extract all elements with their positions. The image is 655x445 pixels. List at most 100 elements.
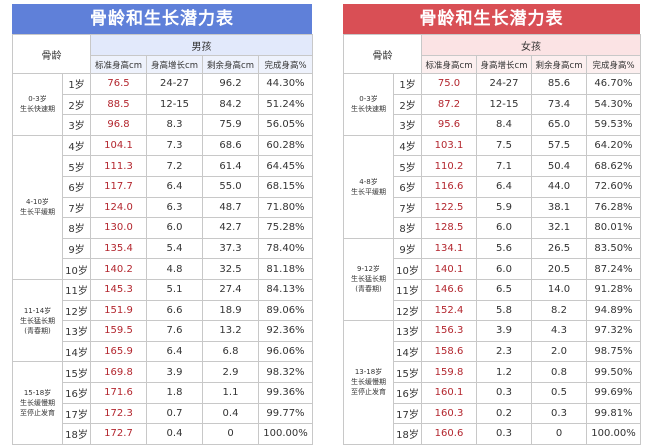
remaining-height-cell: 32.1 <box>531 217 587 239</box>
stage-line: 4-8岁 <box>359 177 378 186</box>
height-increase-cell: 7.2 <box>146 155 203 177</box>
remaining-height-cell: 0.5 <box>531 381 587 404</box>
height-increase-cell: 12-15 <box>476 93 532 116</box>
height-increase-cell: 6.3 <box>146 196 203 219</box>
remaining-height-cell: 32.5 <box>202 258 259 280</box>
height-increase-cell: 8.4 <box>476 114 532 136</box>
age-cell: 15岁 <box>62 361 91 383</box>
panel-title: 骨龄和生长潜力表 <box>343 4 640 34</box>
stage-cell: 0-3岁 生长快速期 <box>343 73 394 136</box>
table-row: 16岁 171.6 1.8 1.1 99.36% <box>13 381 313 404</box>
age-cell: 17岁 <box>62 402 91 425</box>
remaining-height-cell: 37.3 <box>202 237 259 260</box>
table-row: 11岁 146.6 6.5 14.0 91.28% <box>344 278 641 301</box>
stage-cell: 0-3岁 生长快速期 <box>12 73 63 136</box>
age-cell: 4岁 <box>62 134 91 157</box>
standard-height-cell: 103.1 <box>421 134 477 157</box>
height-increase-cell: 6.4 <box>146 175 203 198</box>
completion-percent-cell: 78.40% <box>258 237 313 260</box>
age-cell: 16岁 <box>393 381 422 404</box>
age-cell: 12岁 <box>393 299 422 322</box>
age-cell: 14岁 <box>393 340 422 363</box>
boys-growth-panel: 骨龄和生长潜力表 骨龄 男孩 标准身高cm 身高增长cm 剩余身高cm 完成身高% 0-3岁… <box>12 4 313 445</box>
height-increase-cell: 2.3 <box>476 340 532 363</box>
stage-line: 生长快速期 <box>20 105 55 114</box>
age-cell: 12岁 <box>62 299 91 322</box>
age-cell: 2岁 <box>62 93 91 116</box>
height-increase-cell: 7.1 <box>476 155 532 177</box>
standard-height-cell: 160.1 <box>421 381 477 404</box>
age-cell: 10岁 <box>62 258 91 280</box>
remaining-height-cell: 13.2 <box>202 320 259 342</box>
completion-percent-cell: 68.62% <box>586 155 641 177</box>
stage-line: 9-12岁 <box>357 265 380 274</box>
remaining-height-cell: 44.0 <box>531 175 587 198</box>
completion-percent-cell: 94.89% <box>586 299 641 322</box>
stage-line: 15-18岁 <box>23 389 52 397</box>
age-cell: 7岁 <box>62 196 91 219</box>
table-row: 9-12岁 生长猛长期 (青春期) 9岁 134.1 5.6 26.5 83.50% <box>343 237 641 322</box>
age-cell: 7岁 <box>393 196 422 219</box>
height-increase-cell: 4.8 <box>146 258 203 280</box>
standard-height-cell: 117.7 <box>90 175 147 198</box>
height-increase-cell: 7.5 <box>476 134 532 157</box>
remaining-height-cell: 68.6 <box>202 134 259 157</box>
table-row: 12岁 152.4 5.8 8.2 94.89% <box>344 299 641 322</box>
column-header: 身高增长cm <box>476 55 532 74</box>
completion-percent-cell: 46.70% <box>586 73 641 95</box>
height-increase-cell: 1.2 <box>476 361 532 383</box>
standard-height-cell: 134.1 <box>421 237 477 260</box>
age-cell: 6岁 <box>62 175 91 198</box>
height-increase-cell: 6.4 <box>146 340 203 363</box>
age-cell: 11岁 <box>393 278 422 301</box>
height-increase-cell: 7.3 <box>146 134 203 157</box>
height-increase-cell: 24-27 <box>476 73 532 95</box>
standard-height-cell: 172.7 <box>90 423 147 445</box>
standard-height-cell: 165.9 <box>90 340 147 363</box>
remaining-height-cell: 8.2 <box>531 299 587 322</box>
stage-line: 11-14岁 <box>23 306 52 315</box>
age-cell: 3岁 <box>62 114 91 136</box>
table-row: 6岁 116.6 6.4 44.0 72.60% <box>344 175 641 198</box>
table-row: 7岁 124.0 6.3 48.7 71.80% <box>13 196 313 219</box>
height-increase-cell: 3.9 <box>146 361 203 383</box>
standard-height-cell: 95.6 <box>421 114 477 136</box>
table-row: 15-18岁 生长缓慢期 至停止发育 15岁 169.8 3.9 2.9 98.32% <box>12 361 313 445</box>
age-cell: 16岁 <box>62 381 91 404</box>
height-increase-cell: 5.8 <box>476 299 532 322</box>
standard-height-cell: 152.4 <box>421 299 477 322</box>
standard-height-cell: 145.3 <box>90 278 147 301</box>
table-row: 2岁 88.5 12-15 84.2 51.24% <box>13 93 313 116</box>
height-increase-cell: 6.0 <box>146 217 203 239</box>
standard-height-cell: 111.3 <box>90 155 147 177</box>
completion-percent-cell: 96.06% <box>258 340 313 363</box>
remaining-height-cell: 65.0 <box>531 114 587 136</box>
remaining-height-cell: 73.4 <box>531 93 587 116</box>
column-header: 完成身高% <box>258 55 313 74</box>
height-increase-cell: 6.5 <box>476 278 532 301</box>
remaining-height-cell: 14.0 <box>531 278 587 301</box>
age-cell: 1岁 <box>393 73 422 95</box>
height-increase-cell: 24-27 <box>146 73 203 95</box>
stage-line: 生长平缓期 <box>351 187 386 196</box>
standard-height-cell: 87.2 <box>421 93 477 116</box>
table-row: 14岁 158.6 2.3 2.0 98.75% <box>344 340 641 363</box>
completion-percent-cell: 84.13% <box>258 278 313 301</box>
standard-height-cell: 135.4 <box>90 237 147 260</box>
stage-line: 4-10岁 <box>26 198 49 207</box>
stage-line: 生长猛长期 <box>20 316 55 325</box>
table-row: 11-14岁 生长猛长期 (青春期) 11岁 145.3 5.1 27.4 84.13% <box>12 278 313 363</box>
gender-header: 女孩 <box>421 34 641 56</box>
height-increase-cell: 5.9 <box>476 196 532 219</box>
stage-line: 生长缓慢期 <box>351 378 386 387</box>
age-cell: 15岁 <box>393 361 422 383</box>
height-increase-cell: 6.6 <box>146 299 203 322</box>
stage-cell: 4-8岁 生长平缓期 <box>343 134 394 239</box>
column-header: 完成身高% <box>586 55 641 74</box>
completion-percent-cell: 99.69% <box>586 381 641 404</box>
age-cell: 9岁 <box>62 237 91 260</box>
completion-percent-cell: 99.36% <box>258 381 313 404</box>
stage-line: (青春期) <box>24 326 51 335</box>
standard-height-cell: 140.2 <box>90 258 147 280</box>
remaining-height-cell: 38.1 <box>531 196 587 219</box>
